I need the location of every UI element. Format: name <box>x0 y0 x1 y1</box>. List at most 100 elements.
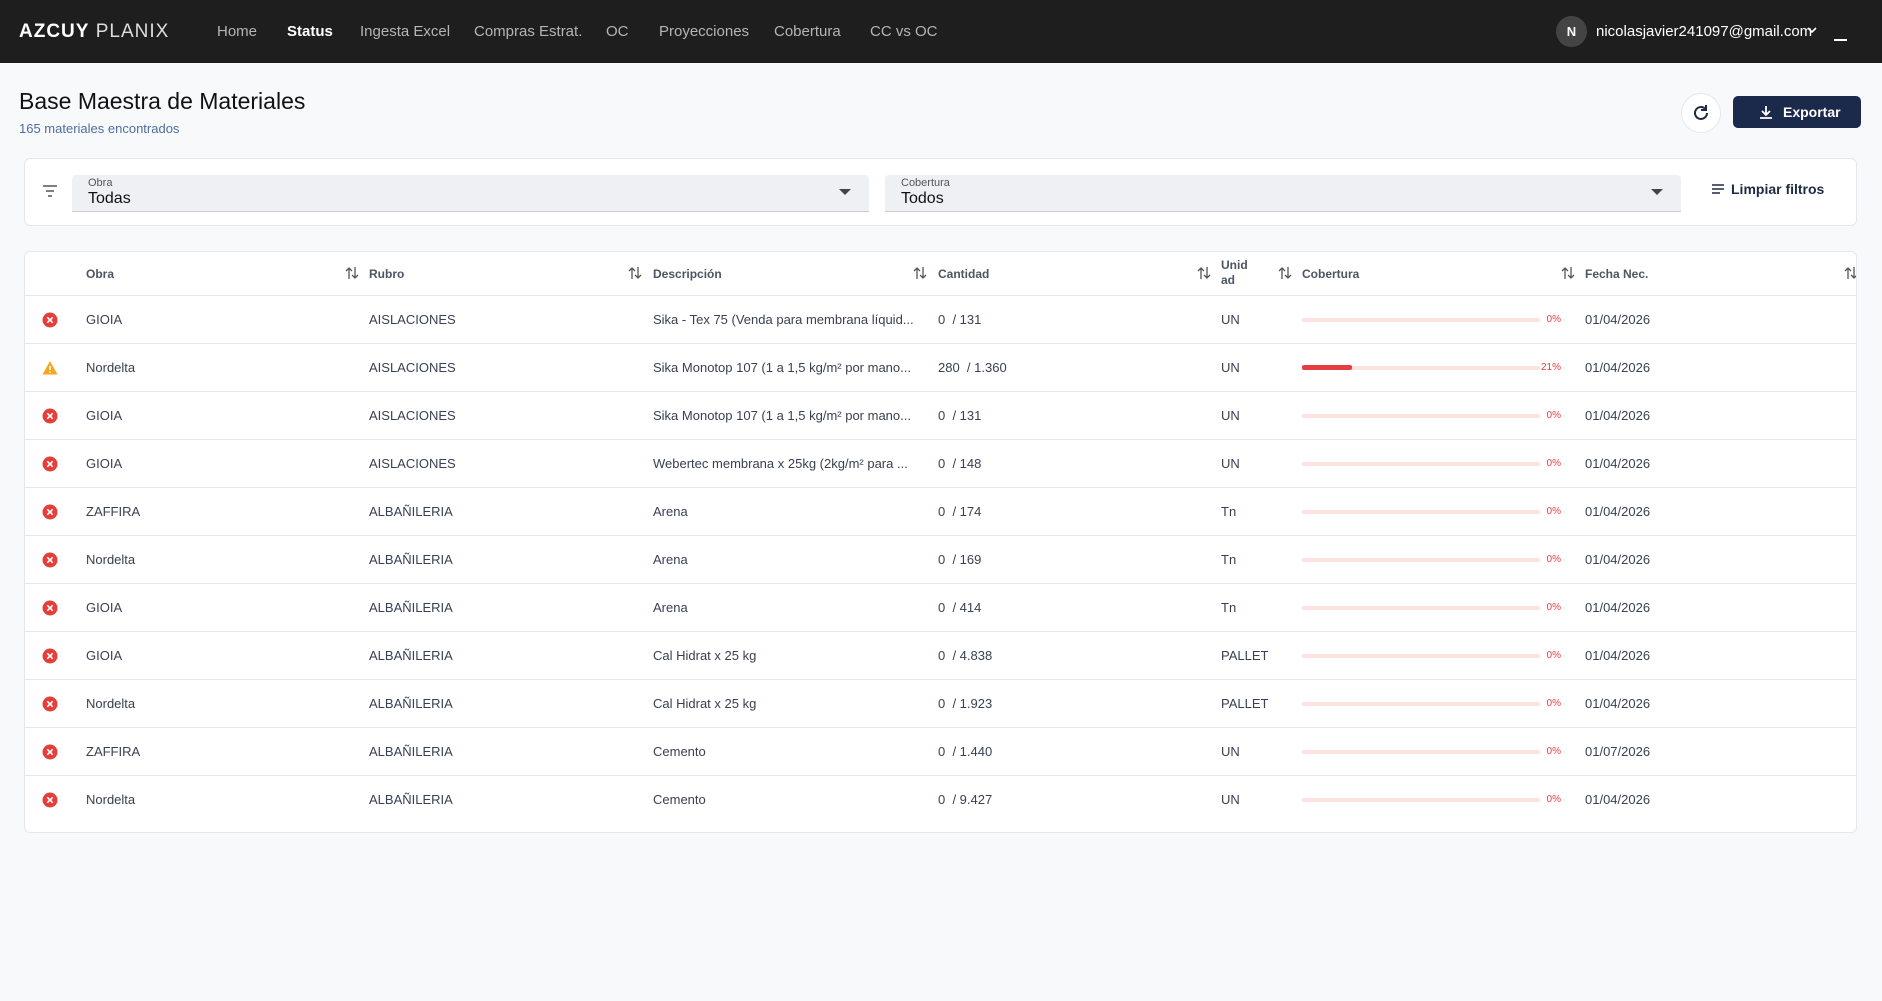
refresh-icon <box>1694 105 1708 120</box>
cell-fecha: 01/04/2026 <box>1585 360 1651 375</box>
sort-icon[interactable] <box>1197 266 1211 280</box>
export-label: Exportar <box>1783 104 1841 120</box>
cell-descripcion: Arena <box>653 600 688 615</box>
sort-icon[interactable] <box>628 266 642 280</box>
status-icon <box>42 744 58 760</box>
column-header[interactable]: Fecha Nec. <box>1585 267 1649 281</box>
error-x <box>46 412 54 420</box>
filter-icon <box>43 185 57 197</box>
nav-item[interactable]: CC vs OC <box>870 23 938 40</box>
cell-cantidad: 0 / 1.440 <box>938 744 993 759</box>
cell-descripcion: Cal Hidrat x 25 kg <box>653 648 757 663</box>
coverage-track <box>1302 510 1540 514</box>
nav-item[interactable]: Home <box>217 23 258 40</box>
table-row[interactable]: GIOIA AISLACIONES Sika - Tex 75 (Venda par… <box>25 295 1856 344</box>
cell-cantidad: 280 / 1.360 <box>938 360 1007 375</box>
sort-icon[interactable] <box>1844 266 1857 280</box>
cell-fecha: 01/04/2026 <box>1585 648 1651 663</box>
table-row[interactable]: ZAFFIRA ALBAÑILERIA Arena 0 / 174 Tn 01/04/20… <box>25 487 1856 536</box>
cell-rubro: ALBAÑILERIA <box>369 792 453 807</box>
cell-obra: GIOIA <box>86 408 123 423</box>
sort-arrows <box>913 267 927 279</box>
cell-rubro: ALBAÑILERIA <box>369 600 453 615</box>
status-icon <box>42 312 58 328</box>
select-value: Todos <box>901 190 944 207</box>
avatar[interactable]: N <box>1556 16 1587 47</box>
refresh-button[interactable] <box>1681 93 1721 133</box>
error-x <box>46 460 54 468</box>
table-row[interactable]: GIOIA ALBAÑILERIA Arena 0 / 414 Tn 01/04/2026… <box>25 583 1856 632</box>
cell-cantidad: 0 / 148 <box>938 456 982 471</box>
coverage-label: 0% <box>1546 458 1561 469</box>
column-header[interactable]: Unidad <box>1221 258 1248 287</box>
coverage-track <box>1302 702 1540 706</box>
coverage-label: 0% <box>1546 314 1561 325</box>
sort-icon[interactable] <box>1278 266 1292 280</box>
nav-item[interactable]: Status <box>287 23 333 40</box>
user-email[interactable]: nicolasjavier241097@gmail.com <box>1596 23 1813 40</box>
sort-arrows <box>1197 267 1211 279</box>
coverage-label: 0% <box>1546 746 1561 757</box>
cell-fecha: 01/07/2026 <box>1585 744 1651 759</box>
nav-item[interactable]: Compras Estrat. <box>474 23 583 40</box>
cell-obra: GIOIA <box>86 312 123 327</box>
brand[interactable]: AZCUY PLANIX <box>19 0 169 63</box>
table-row[interactable]: GIOIA ALBAÑILERIA Cal Hidrat x 25 kg 0 / 4.… <box>25 631 1856 680</box>
coverage-track <box>1302 750 1540 754</box>
export-button[interactable]: Exportar <box>1733 96 1861 128</box>
table-row[interactable]: Nordelta ALBAÑILERIA Arena 0 / 169 Tn 01/04/2… <box>25 535 1856 584</box>
sort-icon[interactable] <box>345 266 359 280</box>
table-row[interactable]: Nordelta ALBAÑILERIA Cemento 0 / 9.427 UN 01/… <box>25 775 1856 824</box>
table-row[interactable]: Nordelta ALBAÑILERIA Cal Hidrat x 25 kg 0 /… <box>25 679 1856 728</box>
error-x <box>46 316 54 324</box>
coverage-track <box>1302 462 1540 466</box>
cell-obra: Nordelta <box>86 696 136 711</box>
cell-unidad: UN <box>1221 360 1240 375</box>
status-icon <box>42 552 58 568</box>
cell-unidad: UN <box>1221 456 1240 471</box>
status-icon <box>42 648 58 664</box>
cell-cantidad: 0 / 4.838 <box>938 648 993 663</box>
table-row[interactable]: GIOIA AISLACIONES Webertec membrana x 25kg… <box>25 439 1856 488</box>
status-icon <box>42 600 58 616</box>
column-header[interactable]: Cantidad <box>938 267 990 281</box>
cell-descripcion: Arena <box>653 552 688 567</box>
coverage-track <box>1302 558 1540 562</box>
column-header[interactable]: Obra <box>86 267 115 281</box>
clear-label: Limpiar filtros <box>1731 181 1825 197</box>
nav-item[interactable]: Proyecciones <box>659 23 750 40</box>
sort-icon[interactable] <box>1561 266 1575 280</box>
cell-fecha: 01/04/2026 <box>1585 600 1651 615</box>
nav-item[interactable]: Cobertura <box>774 23 841 40</box>
cell-unidad: UN <box>1221 744 1240 759</box>
cell-rubro: AISLACIONES <box>369 360 456 375</box>
cell-rubro: ALBAÑILERIA <box>369 696 453 711</box>
chevron <box>1807 27 1817 34</box>
brand-light: PLANIX <box>95 21 170 42</box>
nav-item[interactable]: OC <box>606 23 629 40</box>
coverage-label: 0% <box>1546 410 1561 421</box>
cell-descripcion: Cemento <box>653 744 706 759</box>
cobertura-select[interactable]: Cobertura Todos <box>885 175 1681 212</box>
cell-cantidad: 0 / 169 <box>938 552 982 567</box>
clear-filters[interactable]: Limpiar filtros <box>1711 181 1824 197</box>
table-row[interactable]: Nordelta AISLACIONES Sika Monotop 107 (1 a… <box>25 343 1856 392</box>
column-header[interactable]: Descripción <box>653 267 722 281</box>
table-row[interactable]: ZAFFIRA ALBAÑILERIA Cemento 0 / 1.440 UN 01/0… <box>25 727 1856 776</box>
brand-bold: AZCUY <box>19 21 90 42</box>
column-header[interactable]: Rubro <box>369 267 405 281</box>
nav-item[interactable]: Ingesta Excel <box>360 23 451 40</box>
minimize[interactable] <box>1834 39 1847 41</box>
cell-fecha: 01/04/2026 <box>1585 504 1651 519</box>
cell-fecha: 01/04/2026 <box>1585 408 1651 423</box>
error-x <box>46 604 54 612</box>
cell-descripcion: Cemento <box>653 792 706 807</box>
cell-fecha: 01/04/2026 <box>1585 312 1651 327</box>
cell-obra: ZAFFIRA <box>86 744 141 759</box>
sort-icon[interactable] <box>913 266 927 280</box>
table-row[interactable]: GIOIA AISLACIONES Sika Monotop 107 (1 a 1,… <box>25 391 1856 440</box>
column-header[interactable]: Cobertura <box>1302 267 1360 281</box>
obra-select[interactable]: Obra Todas <box>72 175 869 212</box>
cell-obra: GIOIA <box>86 456 123 471</box>
